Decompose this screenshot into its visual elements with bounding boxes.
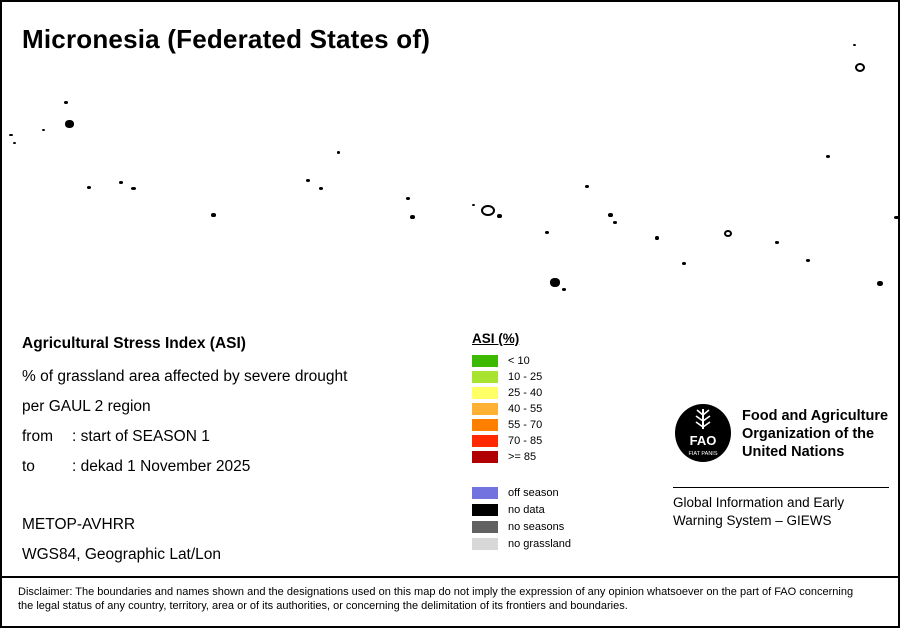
legend-swatch — [472, 451, 498, 463]
island-ring — [481, 205, 495, 216]
legend-label: 70 - 85 — [508, 435, 543, 447]
island-dot — [806, 259, 810, 262]
to-value: : dekad 1 November 2025 — [72, 458, 251, 475]
island-dot — [13, 142, 16, 144]
period-to-line: to : dekad 1 November 2025 — [22, 458, 347, 476]
from-value: : start of SEASON 1 — [72, 428, 210, 445]
island-dot — [131, 187, 136, 190]
island-ring — [855, 63, 865, 72]
map-title: Micronesia (Federated States of) — [22, 24, 431, 54]
legend-row: 10 - 25 — [472, 369, 571, 385]
legend-swatch — [472, 503, 498, 516]
island-dot — [497, 214, 502, 218]
legend-row: 40 - 55 — [472, 401, 571, 417]
legend-swatch — [472, 486, 498, 499]
island-dot — [64, 101, 68, 104]
legend-label: 55 - 70 — [508, 419, 543, 431]
to-label: to — [22, 458, 35, 475]
asi-info-block: Agricultural Stress Index (ASI) % of gra… — [22, 335, 347, 488]
disclaimer-divider — [2, 576, 898, 578]
legend-row: no data — [472, 501, 571, 518]
island-dot — [562, 288, 566, 291]
island-dot — [877, 281, 883, 286]
island-dot — [87, 186, 91, 189]
asi-legend: ASI (%) < 10 10 - 25 25 - 40 40 - 55 55 - 70… — [472, 331, 571, 552]
island-dot — [65, 120, 74, 128]
island-dot — [608, 213, 613, 217]
legend-row: off season — [472, 484, 571, 501]
asi-region-line: per GAUL 2 region — [22, 398, 151, 415]
fao-org-name: Food and Agriculture Organization of the… — [742, 408, 889, 460]
legend-label: < 10 — [508, 355, 530, 367]
legend-label: no seasons — [508, 520, 565, 533]
from-label: from — [22, 428, 53, 445]
disclaimer-text: Disclaimer: The boundaries and names sho… — [18, 586, 854, 612]
legend-row: no grassland — [472, 535, 571, 552]
island-dot — [211, 213, 216, 217]
legend-row: >= 85 — [472, 449, 571, 465]
projection-line: WGS84, Geographic Lat/Lon — [22, 546, 222, 563]
island-dot — [550, 278, 560, 287]
legend-label: >= 85 — [508, 451, 537, 463]
island-dot — [119, 181, 123, 184]
fao-logo-row: FAO FIAT PANIS Food and Agriculture Orga… — [673, 402, 889, 464]
legend-row: 55 - 70 — [472, 417, 571, 433]
island-dot — [853, 44, 856, 46]
island-dot — [682, 262, 686, 265]
period-from-line: from : start of SEASON 1 — [22, 428, 347, 446]
island-dot — [613, 221, 617, 224]
fao-divider — [673, 487, 889, 488]
island-dot — [42, 129, 45, 131]
island-dot — [9, 134, 13, 136]
island-dot — [410, 215, 415, 219]
legend-row: no seasons — [472, 518, 571, 535]
asi-heading: Agricultural Stress Index (ASI) — [22, 335, 246, 352]
legend-class-list: < 10 10 - 25 25 - 40 40 - 55 55 - 70 70 - 85 >… — [472, 353, 571, 465]
fao-logo-icon: FAO FIAT PANIS — [675, 404, 731, 462]
legend-swatch — [472, 387, 498, 399]
island-dot — [585, 185, 589, 188]
legend-label: 10 - 25 — [508, 371, 543, 383]
legend-label: 40 - 55 — [508, 403, 543, 415]
island-ring — [724, 230, 732, 237]
legend-row: 25 - 40 — [472, 385, 571, 401]
legend-extra-list: off season no data no seasons no grassland — [472, 484, 571, 552]
legend-swatch — [472, 435, 498, 447]
fao-block: FAO FIAT PANIS Food and Agriculture Orga… — [673, 402, 889, 529]
legend-label: 25 - 40 — [508, 387, 543, 399]
island-dot — [306, 179, 310, 182]
island-dot — [319, 187, 323, 190]
island-dot — [826, 155, 830, 158]
legend-swatch — [472, 537, 498, 550]
legend-swatch — [472, 520, 498, 533]
fao-acronym: FAO — [690, 433, 717, 448]
legend-row: 70 - 85 — [472, 433, 571, 449]
fao-motto: FIAT PANIS — [688, 451, 717, 457]
giews-label: Global Information and Early Warning Sys… — [673, 495, 845, 528]
island-dot — [337, 151, 340, 154]
island-dot — [775, 241, 779, 244]
legend-title: ASI (%) — [472, 331, 520, 346]
legend-label: off season — [508, 486, 559, 499]
legend-swatch — [472, 355, 498, 367]
island-dot — [472, 204, 475, 206]
legend-row: < 10 — [472, 353, 571, 369]
legend-label: no grassland — [508, 537, 571, 550]
legend-swatch — [472, 371, 498, 383]
asi-description-line: % of grassland area affected by severe d… — [22, 368, 348, 385]
island-dot — [894, 216, 898, 219]
map-meta-block: METOP-AVHRR WGS84, Geographic Lat/Lon — [22, 516, 221, 576]
island-dot — [406, 197, 410, 200]
island-dot — [545, 231, 549, 234]
legend-label: no data — [508, 503, 545, 516]
island-dot — [655, 236, 659, 240]
sensor-line: METOP-AVHRR — [22, 516, 136, 533]
legend-swatch — [472, 403, 498, 415]
legend-swatch — [472, 419, 498, 431]
